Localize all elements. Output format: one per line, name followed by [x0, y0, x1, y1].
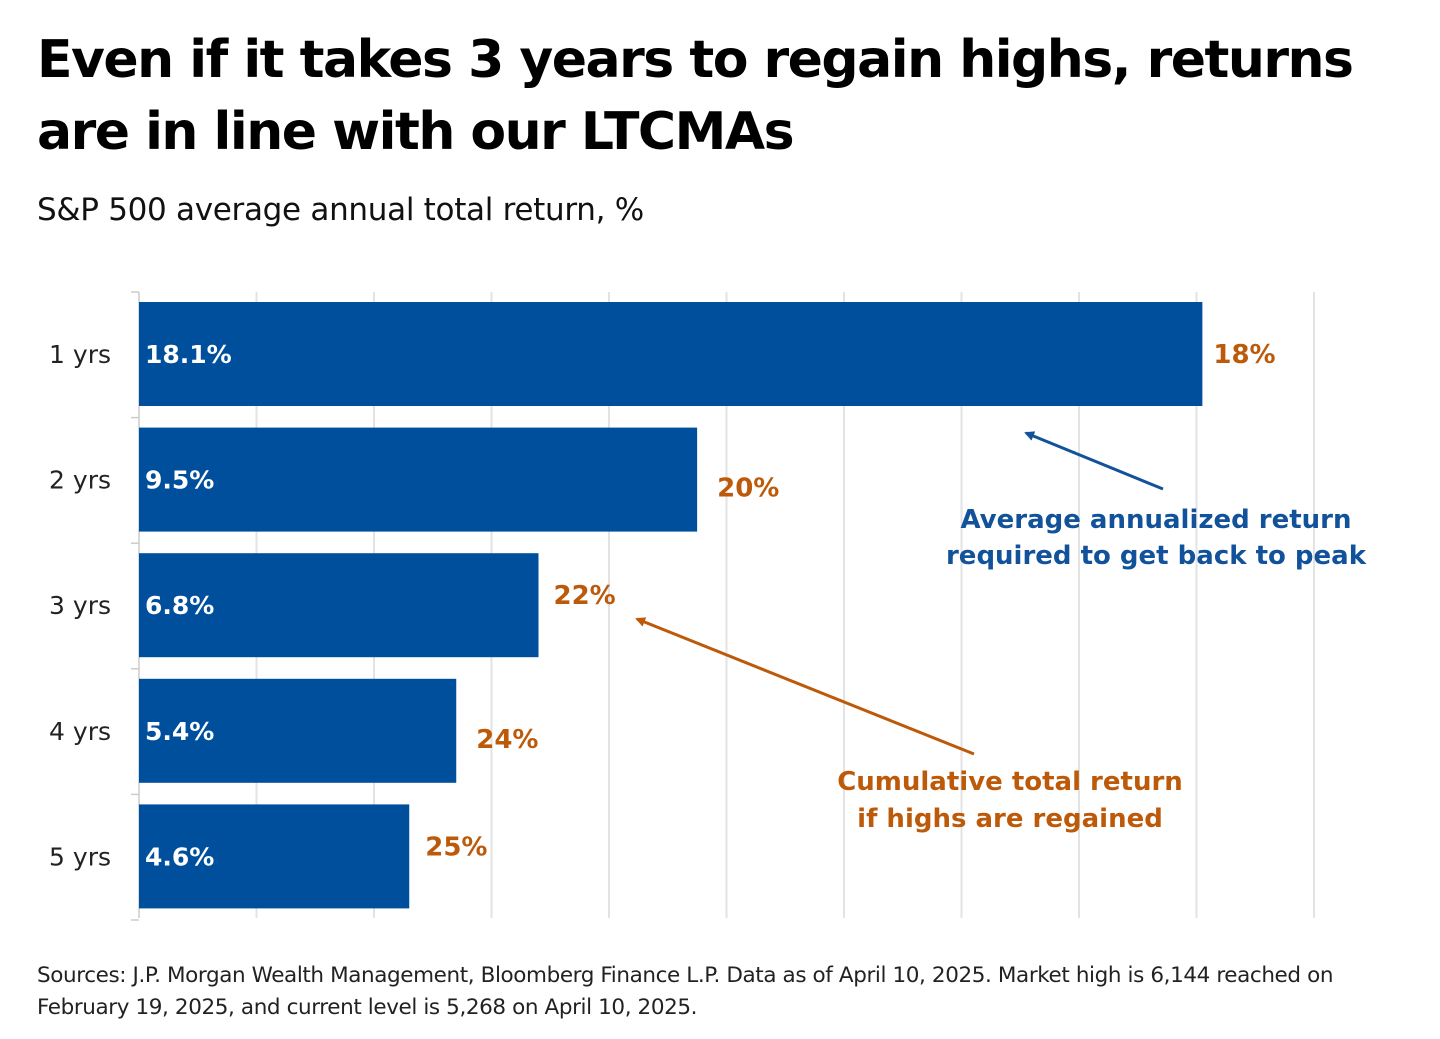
cumulative-return-label: 20%: [717, 474, 779, 504]
annotation-cumulative: if highs are regained: [857, 804, 1163, 834]
bar-value-label: 4.6%: [145, 842, 214, 871]
category-label: 2 yrs: [49, 466, 111, 495]
footnote-line: Sources: J.P. Morgan Wealth Management, …: [37, 963, 1334, 988]
annotation-annualized: required to get back to peak: [946, 541, 1367, 571]
bar-value-label: 6.8%: [145, 591, 214, 620]
bar: [139, 302, 1203, 406]
bar: [139, 427, 698, 532]
axis: [131, 291, 140, 921]
bar: [139, 678, 457, 783]
category-label: 4 yrs: [49, 717, 111, 746]
bar-value-label: 9.5%: [145, 466, 214, 495]
annotation-annualized: Average annualized return: [960, 505, 1351, 535]
category-label: 5 yrs: [49, 842, 111, 871]
footnote: Sources: J.P. Morgan Wealth Management, …: [37, 960, 1407, 1024]
bar: [139, 553, 539, 658]
annotations: Average annualized return required to get…: [635, 431, 1367, 834]
chart-title: Even if it takes 3 years to regain highs…: [37, 30, 1354, 162]
annotation-cumulative: Cumulative total return: [837, 767, 1183, 797]
category-label: 1 yrs: [49, 340, 111, 369]
cumulative-return-label: 24%: [476, 725, 538, 755]
footnote-line: February 19, 2025, and current level is …: [37, 995, 698, 1020]
bars: [139, 302, 1203, 909]
chart-subtitle: S&P 500 average annual total return, %: [37, 192, 644, 228]
bar-value-label: 18.1%: [145, 340, 232, 369]
cumulative-return-label: 25%: [425, 832, 487, 862]
annotation-arrow-blue: [1024, 431, 1164, 491]
cumulative-return-label: 18%: [1213, 340, 1275, 370]
bar: [139, 804, 410, 909]
bar-value-label: 5.4%: [145, 717, 214, 746]
labels: 1 yrs 18.1% 18% 2 yrs 9.5% 20% 3 yrs 6.8% 22% 4 y…: [49, 340, 1276, 871]
annotation-arrow-orange: [635, 617, 975, 756]
cumulative-return-label: 22%: [554, 581, 616, 611]
category-label: 3 yrs: [49, 591, 111, 620]
